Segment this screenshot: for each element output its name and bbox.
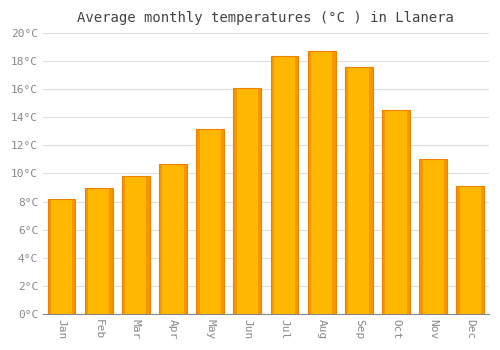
Bar — [85, 188, 88, 314]
Bar — [184, 164, 187, 314]
Bar — [345, 67, 373, 314]
Bar — [444, 160, 447, 314]
Bar — [308, 51, 311, 314]
Bar — [406, 110, 410, 314]
Bar — [345, 67, 348, 314]
Bar — [370, 67, 373, 314]
Bar — [159, 164, 162, 314]
Bar — [456, 186, 460, 314]
Bar — [196, 128, 200, 314]
Bar — [258, 88, 262, 314]
Bar — [159, 164, 187, 314]
Bar — [85, 188, 112, 314]
Bar — [48, 199, 51, 314]
Bar — [110, 188, 112, 314]
Bar — [221, 128, 224, 314]
Bar — [48, 199, 76, 314]
Bar — [481, 186, 484, 314]
Bar — [382, 110, 410, 314]
Bar — [419, 160, 447, 314]
Bar — [234, 88, 262, 314]
Bar — [270, 56, 274, 314]
Bar — [295, 56, 298, 314]
Bar — [270, 56, 298, 314]
Bar — [122, 176, 150, 314]
Bar — [308, 51, 336, 314]
Bar — [196, 128, 224, 314]
Bar — [72, 199, 76, 314]
Bar — [382, 110, 386, 314]
Bar — [332, 51, 336, 314]
Bar — [234, 88, 237, 314]
Bar — [146, 176, 150, 314]
Title: Average monthly temperatures (°C ) in Llanera: Average monthly temperatures (°C ) in Ll… — [78, 11, 454, 25]
Bar — [456, 186, 484, 314]
Bar — [122, 176, 126, 314]
Bar — [419, 160, 422, 314]
